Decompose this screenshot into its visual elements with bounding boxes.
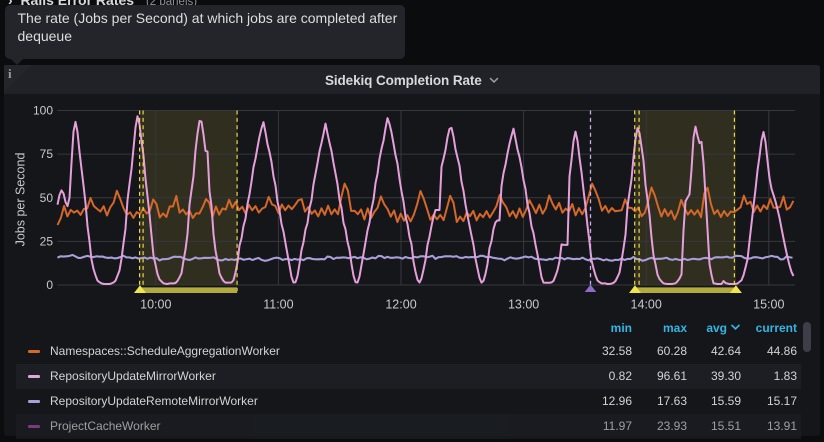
- svg-text:100: 100: [33, 104, 53, 118]
- svg-text:10:00: 10:00: [140, 298, 171, 312]
- svg-text:12:00: 12:00: [385, 298, 416, 312]
- svg-text:15:00: 15:00: [753, 298, 784, 312]
- svg-text:13:00: 13:00: [508, 298, 539, 312]
- svg-text:Jobs per Second: Jobs per Second: [14, 153, 28, 247]
- svg-text:0: 0: [46, 278, 53, 292]
- svg-text:25: 25: [40, 234, 54, 248]
- svg-text:75: 75: [40, 147, 54, 161]
- svg-text:14:00: 14:00: [631, 298, 662, 312]
- svg-text:50: 50: [40, 191, 54, 205]
- svg-text:11:00: 11:00: [263, 298, 293, 312]
